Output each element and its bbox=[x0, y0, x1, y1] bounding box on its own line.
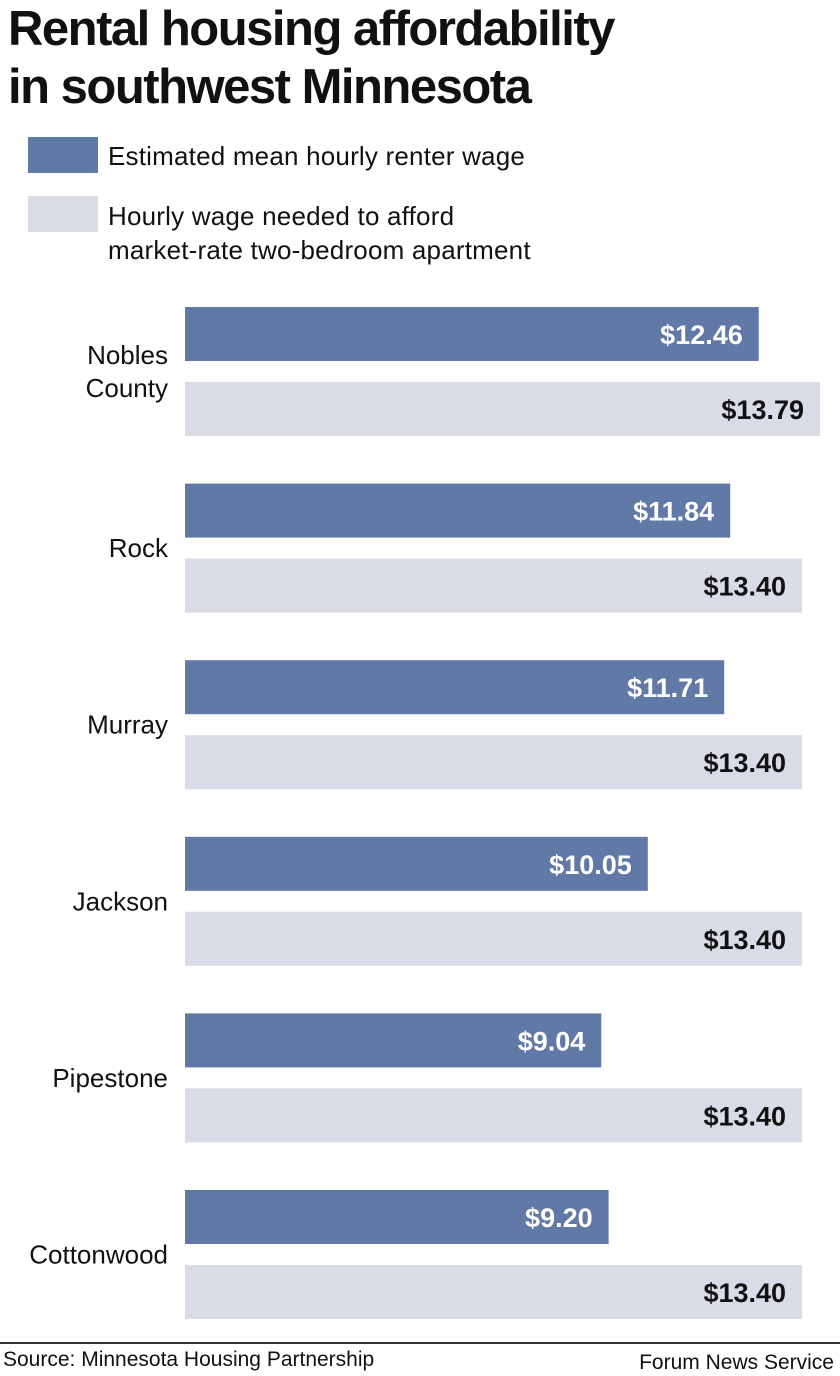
category-label: County bbox=[86, 373, 168, 403]
legend-swatch-wage-needed bbox=[28, 196, 98, 232]
chart-title: Rental housing affordability in southwes… bbox=[8, 0, 838, 116]
bar-renter-wage bbox=[185, 483, 731, 538]
bar-value-label: $13.40 bbox=[703, 1278, 786, 1308]
legend-swatch-renter-wage bbox=[28, 137, 98, 173]
bar-renter-wage bbox=[185, 836, 648, 891]
chart-title-line-2: in southwest Minnesota bbox=[8, 60, 532, 114]
bar-renter-wage bbox=[185, 660, 725, 715]
category-label: Cottonwood bbox=[29, 1240, 168, 1270]
bar-renter-wage bbox=[185, 1190, 609, 1244]
footer-rule bbox=[0, 1342, 840, 1344]
bar-value-label: $12.46 bbox=[660, 320, 743, 350]
bar-value-label: $13.40 bbox=[703, 572, 786, 602]
bar-value-label: $13.40 bbox=[703, 748, 786, 778]
bar-value-label: $13.79 bbox=[721, 395, 804, 425]
category-label: Rock bbox=[109, 533, 169, 563]
bar-value-label: $10.05 bbox=[549, 850, 632, 880]
bar-renter-wage bbox=[185, 307, 759, 361]
source-note: Source: Minnesota Housing Partnership bbox=[3, 1348, 375, 1371]
bar-value-label: $9.04 bbox=[518, 1026, 586, 1056]
bar-wage-needed bbox=[185, 1265, 803, 1319]
legend-label-wage-needed: Hourly wage needed to afford market-rate… bbox=[108, 199, 628, 267]
chart-title-line-1: Rental housing affordability bbox=[8, 2, 615, 56]
bar-value-label: $9.20 bbox=[525, 1203, 593, 1233]
bar-value-label: $13.40 bbox=[703, 1101, 786, 1131]
legend-label-renter-wage: Estimated mean hourly renter wage bbox=[108, 141, 526, 171]
bar-value-label: $13.40 bbox=[703, 925, 786, 955]
legend-label-wage-needed-line-2: market-rate two-bedroom apartment bbox=[108, 235, 531, 265]
category-label: Pipestone bbox=[52, 1063, 168, 1093]
bar-wage-needed bbox=[185, 735, 803, 790]
bar-value-label: $11.71 bbox=[627, 673, 708, 703]
category-label: Nobles bbox=[87, 340, 168, 370]
bar-wage-needed bbox=[185, 1088, 803, 1143]
category-label: Jackson bbox=[73, 886, 168, 916]
legend-label-wage-needed-line-1: Hourly wage needed to afford bbox=[108, 201, 455, 231]
bar-value-label: $11.84 bbox=[633, 497, 714, 527]
category-label: Murray bbox=[87, 710, 168, 740]
bar-wage-needed bbox=[185, 558, 803, 613]
bar-wage-needed bbox=[185, 911, 803, 966]
credit-note: Forum News Service bbox=[639, 1351, 834, 1374]
bar-wage-needed bbox=[185, 382, 820, 436]
bar-renter-wage bbox=[185, 1013, 602, 1068]
